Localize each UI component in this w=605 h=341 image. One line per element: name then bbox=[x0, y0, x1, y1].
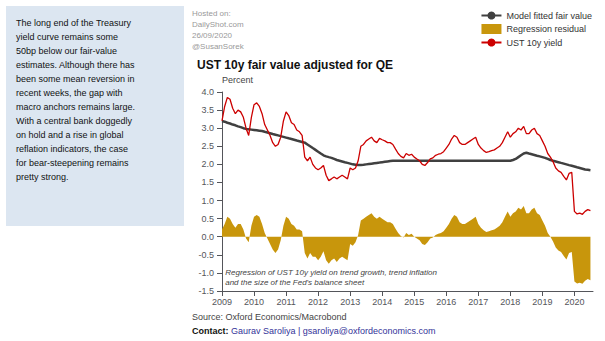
svg-text:2011: 2011 bbox=[276, 297, 295, 307]
svg-text:estimates. Although there has: estimates. Although there has bbox=[16, 60, 135, 70]
svg-text:3.0: 3.0 bbox=[201, 123, 214, 133]
svg-text:3.5: 3.5 bbox=[201, 105, 214, 115]
svg-text:-1.5: -1.5 bbox=[198, 286, 214, 296]
svg-text:been some mean reversion in: been some mean reversion in bbox=[16, 74, 135, 84]
svg-text:-0.5: -0.5 bbox=[198, 250, 214, 260]
svg-text:Model fitted fair value: Model fitted fair value bbox=[506, 11, 592, 21]
svg-text:2017: 2017 bbox=[468, 297, 488, 307]
svg-text:0.5: 0.5 bbox=[201, 214, 214, 224]
svg-text:and the size of the Fed's bala: and the size of the Fed's balance sheet bbox=[225, 278, 365, 287]
svg-text:0.0: 0.0 bbox=[201, 232, 214, 242]
svg-text:2020: 2020 bbox=[564, 297, 584, 307]
svg-text:The long end of the Treasury: The long end of the Treasury bbox=[16, 18, 132, 28]
svg-text:DailyShot.com: DailyShot.com bbox=[192, 20, 244, 29]
svg-text:reflation indicators, the case: reflation indicators, the case bbox=[16, 144, 128, 154]
svg-text:-1.0: -1.0 bbox=[198, 268, 214, 278]
svg-text:2.0: 2.0 bbox=[201, 159, 214, 169]
svg-text:pretty strong.: pretty strong. bbox=[16, 172, 69, 182]
svg-text:Gaurav Saroliya | gsaroliya@ox: Gaurav Saroliya | gsaroliya@oxfordeconom… bbox=[228, 326, 435, 336]
svg-text:@SusanSorek: @SusanSorek bbox=[192, 42, 245, 51]
svg-text:1.5: 1.5 bbox=[201, 177, 214, 187]
svg-text:on hold and a rise in global: on hold and a rise in global bbox=[16, 130, 124, 140]
svg-text:2013: 2013 bbox=[340, 297, 360, 307]
svg-text:4.0: 4.0 bbox=[201, 87, 214, 97]
svg-text:2012: 2012 bbox=[308, 297, 328, 307]
svg-text:UST 10y yield: UST 10y yield bbox=[506, 38, 562, 48]
svg-text:Regression residual: Regression residual bbox=[506, 24, 586, 34]
svg-text:for bear-steepening remains: for bear-steepening remains bbox=[16, 158, 129, 168]
svg-text:50bp below our fair-value: 50bp below our fair-value bbox=[16, 46, 117, 56]
svg-text:2010: 2010 bbox=[244, 297, 264, 307]
svg-text:Percent: Percent bbox=[222, 75, 254, 85]
svg-text:2019: 2019 bbox=[532, 297, 552, 307]
svg-text:Contact:: Contact: bbox=[192, 326, 229, 336]
svg-text:Regression of UST 10y yield on: Regression of UST 10y yield on trend gro… bbox=[225, 268, 437, 277]
svg-text:yield curve remains some: yield curve remains some bbox=[16, 32, 118, 42]
svg-text:With a central bank doggedly: With a central bank doggedly bbox=[16, 116, 133, 126]
svg-text:2016: 2016 bbox=[436, 297, 456, 307]
svg-text:UST 10y fair value adjusted fo: UST 10y fair value adjusted for QE bbox=[197, 58, 393, 72]
svg-text:2.5: 2.5 bbox=[201, 141, 214, 151]
svg-text:2015: 2015 bbox=[404, 297, 424, 307]
svg-text:macro anchors remains large.: macro anchors remains large. bbox=[16, 102, 135, 112]
svg-text:2009: 2009 bbox=[212, 297, 232, 307]
svg-text:Source: Oxford Economics/Macro: Source: Oxford Economics/Macrobond bbox=[192, 312, 347, 322]
svg-text:Hosted on:: Hosted on: bbox=[192, 9, 231, 18]
svg-text:26/09/2020: 26/09/2020 bbox=[192, 31, 233, 40]
svg-text:recent weeks, the gap with: recent weeks, the gap with bbox=[16, 88, 123, 98]
svg-text:1.0: 1.0 bbox=[201, 196, 214, 206]
svg-text:2018: 2018 bbox=[500, 297, 520, 307]
svg-text:2014: 2014 bbox=[372, 297, 392, 307]
